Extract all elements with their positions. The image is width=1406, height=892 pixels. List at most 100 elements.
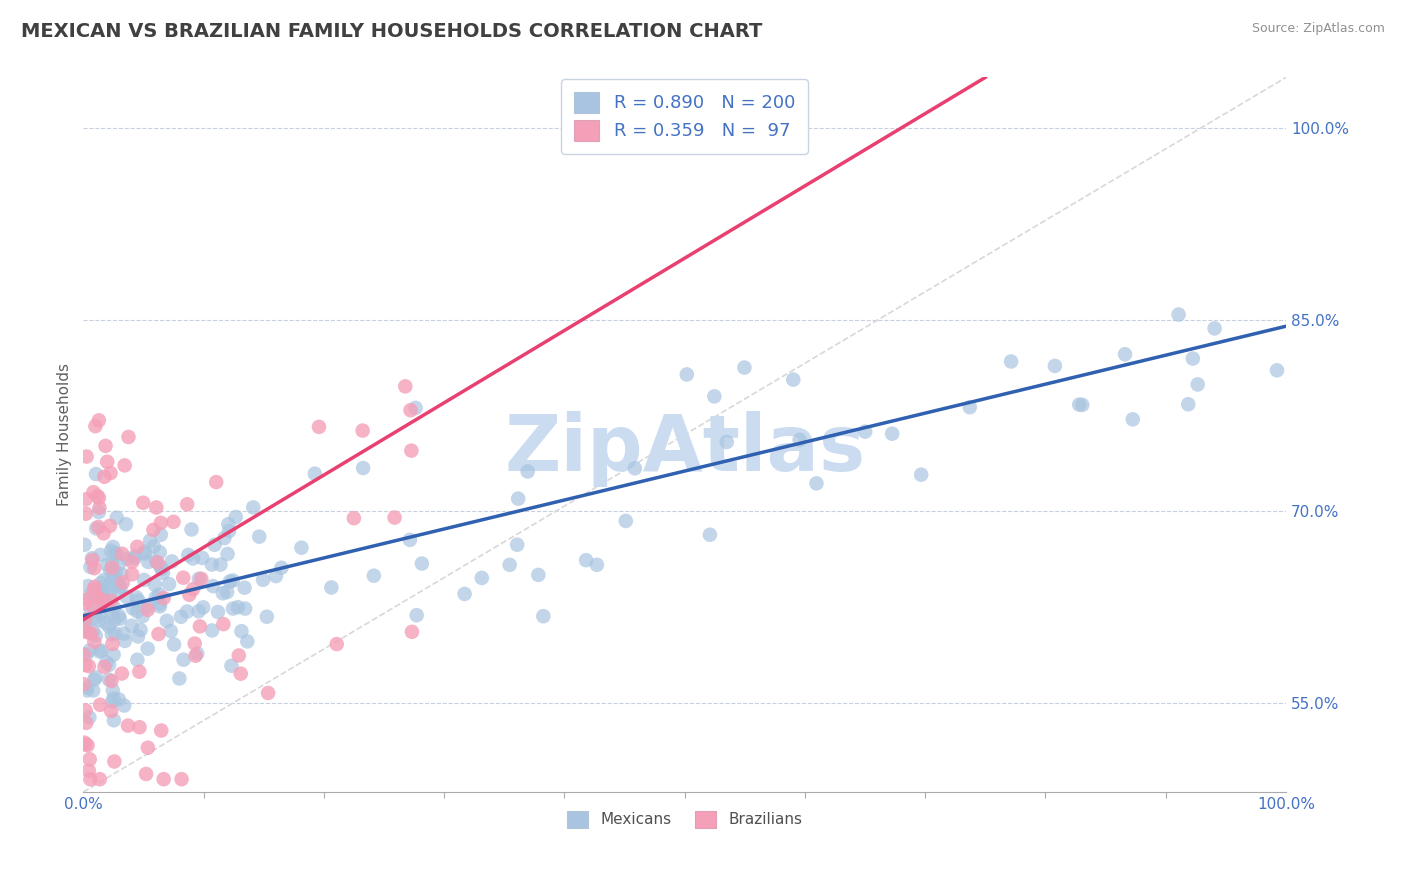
Point (508, 491, 530, 506)
Point (76, 625, 98, 640)
Point (108, 692, 131, 706)
Point (236, 634, 259, 648)
Point (104, 566, 127, 580)
Point (89, 591, 111, 606)
Point (101, 683, 124, 698)
Point (399, 533, 422, 547)
Point (101, 627, 124, 641)
Point (128, 665, 150, 679)
Point (136, 641, 159, 656)
Point (73, 615, 96, 629)
Point (150, 562, 173, 576)
Point (471, 571, 494, 585)
Point (98, 563, 121, 577)
Text: ZipAtlas: ZipAtlas (505, 411, 865, 487)
Point (169, 672, 191, 686)
Point (91, 585, 114, 599)
Point (231, 624, 253, 639)
Point (201, 624, 224, 638)
Point (83, 610, 105, 624)
Point (149, 599, 172, 614)
Point (98, 657, 121, 672)
Point (498, 558, 520, 572)
Point (675, 368, 697, 382)
Point (103, 691, 125, 706)
Point (117, 718, 139, 732)
Point (247, 530, 270, 544)
Point (127, 653, 149, 667)
Point (252, 573, 274, 587)
Point (225, 510, 247, 524)
Point (84, 467, 107, 481)
Point (156, 614, 179, 628)
Point (321, 581, 343, 595)
Point (93, 599, 115, 614)
Point (394, 379, 416, 393)
Point (453, 587, 475, 601)
Point (111, 666, 134, 681)
Point (411, 557, 433, 571)
Point (217, 517, 239, 532)
Point (217, 547, 239, 561)
Point (149, 527, 172, 541)
Point (401, 443, 423, 458)
Point (103, 566, 125, 581)
Point (87, 520, 110, 534)
Point (83, 561, 105, 575)
Point (132, 609, 155, 624)
Point (160, 554, 183, 568)
Point (100, 673, 122, 688)
Point (575, 553, 598, 567)
Point (733, 360, 755, 375)
Point (128, 593, 150, 607)
Point (405, 401, 427, 415)
Point (103, 755, 125, 769)
Point (1069, 398, 1091, 412)
Point (82, 591, 104, 606)
Point (73, 538, 96, 552)
Point (101, 560, 124, 574)
Point (82, 553, 104, 567)
Point (87, 582, 110, 596)
Point (83, 580, 105, 594)
Point (1043, 359, 1066, 373)
Point (222, 601, 245, 615)
Point (204, 538, 226, 552)
Point (96, 558, 118, 572)
Point (84, 629, 107, 643)
Point (80, 551, 103, 566)
Point (191, 550, 214, 565)
Point (93, 470, 115, 484)
Point (98, 619, 121, 633)
Point (1167, 308, 1189, 322)
Point (186, 647, 208, 661)
Point (127, 540, 149, 554)
Point (229, 666, 252, 681)
Point (527, 568, 550, 582)
Point (72, 624, 94, 639)
Point (132, 573, 155, 587)
Point (352, 424, 374, 438)
Point (1187, 377, 1209, 392)
Legend: Mexicans, Brazilians: Mexicans, Brazilians (561, 805, 808, 834)
Point (110, 580, 132, 594)
Point (103, 600, 125, 615)
Point (101, 637, 124, 651)
Point (181, 551, 204, 566)
Point (114, 634, 136, 648)
Point (100, 593, 122, 607)
Point (76, 681, 98, 695)
Point (101, 540, 124, 554)
Point (129, 623, 152, 637)
Point (699, 527, 721, 541)
Point (193, 600, 215, 615)
Point (105, 510, 128, 524)
Point (205, 475, 228, 489)
Point (219, 574, 242, 589)
Point (135, 767, 157, 781)
Point (86, 489, 108, 503)
Point (75, 617, 97, 632)
Point (159, 624, 181, 639)
Point (212, 586, 235, 600)
Point (121, 567, 143, 582)
